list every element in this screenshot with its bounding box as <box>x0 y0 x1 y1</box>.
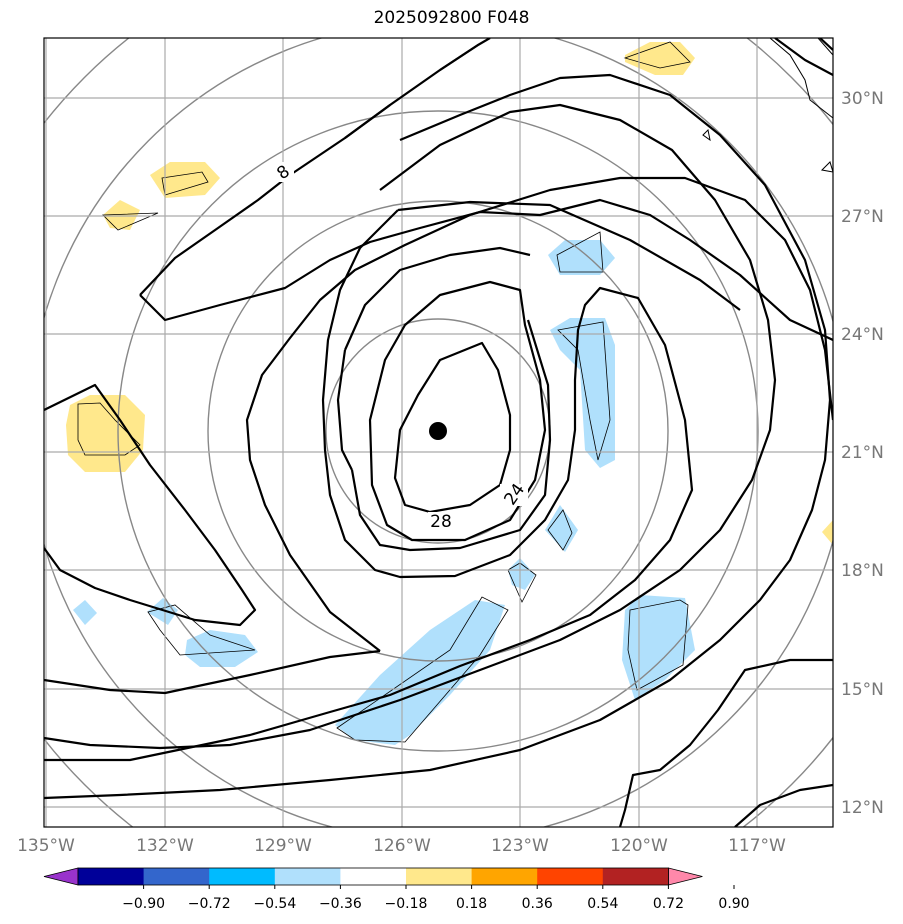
colorbar <box>43 867 703 886</box>
shading-negative <box>73 240 695 745</box>
colorbar-segment <box>471 868 538 885</box>
lon-tick-label: 123°W <box>491 836 549 856</box>
colorbar-frame <box>77 867 669 886</box>
colorbar-segment <box>537 868 604 885</box>
coastline <box>702 38 833 173</box>
colorbar-segment <box>209 868 276 885</box>
shading-outlines <box>77 41 691 743</box>
colorbar-tick-label: 0.36 <box>522 896 553 912</box>
colorbar-segment <box>406 868 473 885</box>
colorbar-segment <box>78 868 145 885</box>
contour-label-bg <box>428 512 456 532</box>
lat-axis-labels: 30°N 27°N 24°N 21°N 18°N 15°N 12°N <box>841 89 884 818</box>
colorbar-tick-label: 0.72 <box>653 896 684 912</box>
lon-tick-label: 126°W <box>373 836 431 856</box>
colorbar-extend-max <box>668 867 703 886</box>
lon-tick-label: 132°W <box>136 836 194 856</box>
contour-label-bg <box>272 162 294 182</box>
colorbar-tick-label: −0.54 <box>253 896 296 912</box>
colorbar-labels: −0.90 −0.72 −0.54 −0.36 −0.18 0.18 0.36 0.54 0.7… <box>122 885 750 912</box>
lat-tick-label: 18°N <box>841 561 884 581</box>
height-contours <box>44 38 833 827</box>
map-frame <box>43 37 834 828</box>
colorbar-segment <box>340 868 407 885</box>
colorbar-tick-label: −0.18 <box>385 896 428 912</box>
lon-tick-label: 135°W <box>17 836 75 856</box>
colorbar-tick-label: −0.72 <box>188 896 231 912</box>
contour-label-bg <box>500 484 528 506</box>
map-title: 2025092800 F048 <box>373 8 530 28</box>
colorbar-segment <box>143 868 210 885</box>
colorbar-tick-label: −0.90 <box>122 896 165 912</box>
lon-axis-labels: 135°W 132°W 129°W 126°W 123°W 120°W 117°… <box>17 836 786 856</box>
colorbar-segment <box>602 868 669 885</box>
colorbar-tick-label: 0.54 <box>587 896 618 912</box>
colorbar-tick-label: 0.18 <box>456 896 487 912</box>
lat-tick-label: 21°N <box>841 443 884 463</box>
colorbar-tick-label: 0.90 <box>718 896 749 912</box>
storm-center-marker <box>429 422 447 440</box>
colorbar-segment <box>274 868 341 885</box>
shading-positive <box>66 42 833 545</box>
lon-tick-label: 129°W <box>254 836 312 856</box>
lat-tick-label: 30°N <box>841 89 884 109</box>
contour-labels: 8 24 28 <box>272 162 529 532</box>
contour-label-inner: 28 <box>430 512 452 532</box>
lat-tick-label: 12°N <box>841 798 884 818</box>
colorbar-extend-min <box>43 867 79 886</box>
lon-tick-label: 120°W <box>610 836 668 856</box>
lon-tick-label: 117°W <box>728 836 786 856</box>
colorbar-tick-label: −0.36 <box>319 896 362 912</box>
lat-tick-label: 24°N <box>841 325 884 345</box>
lat-tick-label: 15°N <box>841 680 884 700</box>
lat-tick-label: 27°N <box>841 207 884 227</box>
